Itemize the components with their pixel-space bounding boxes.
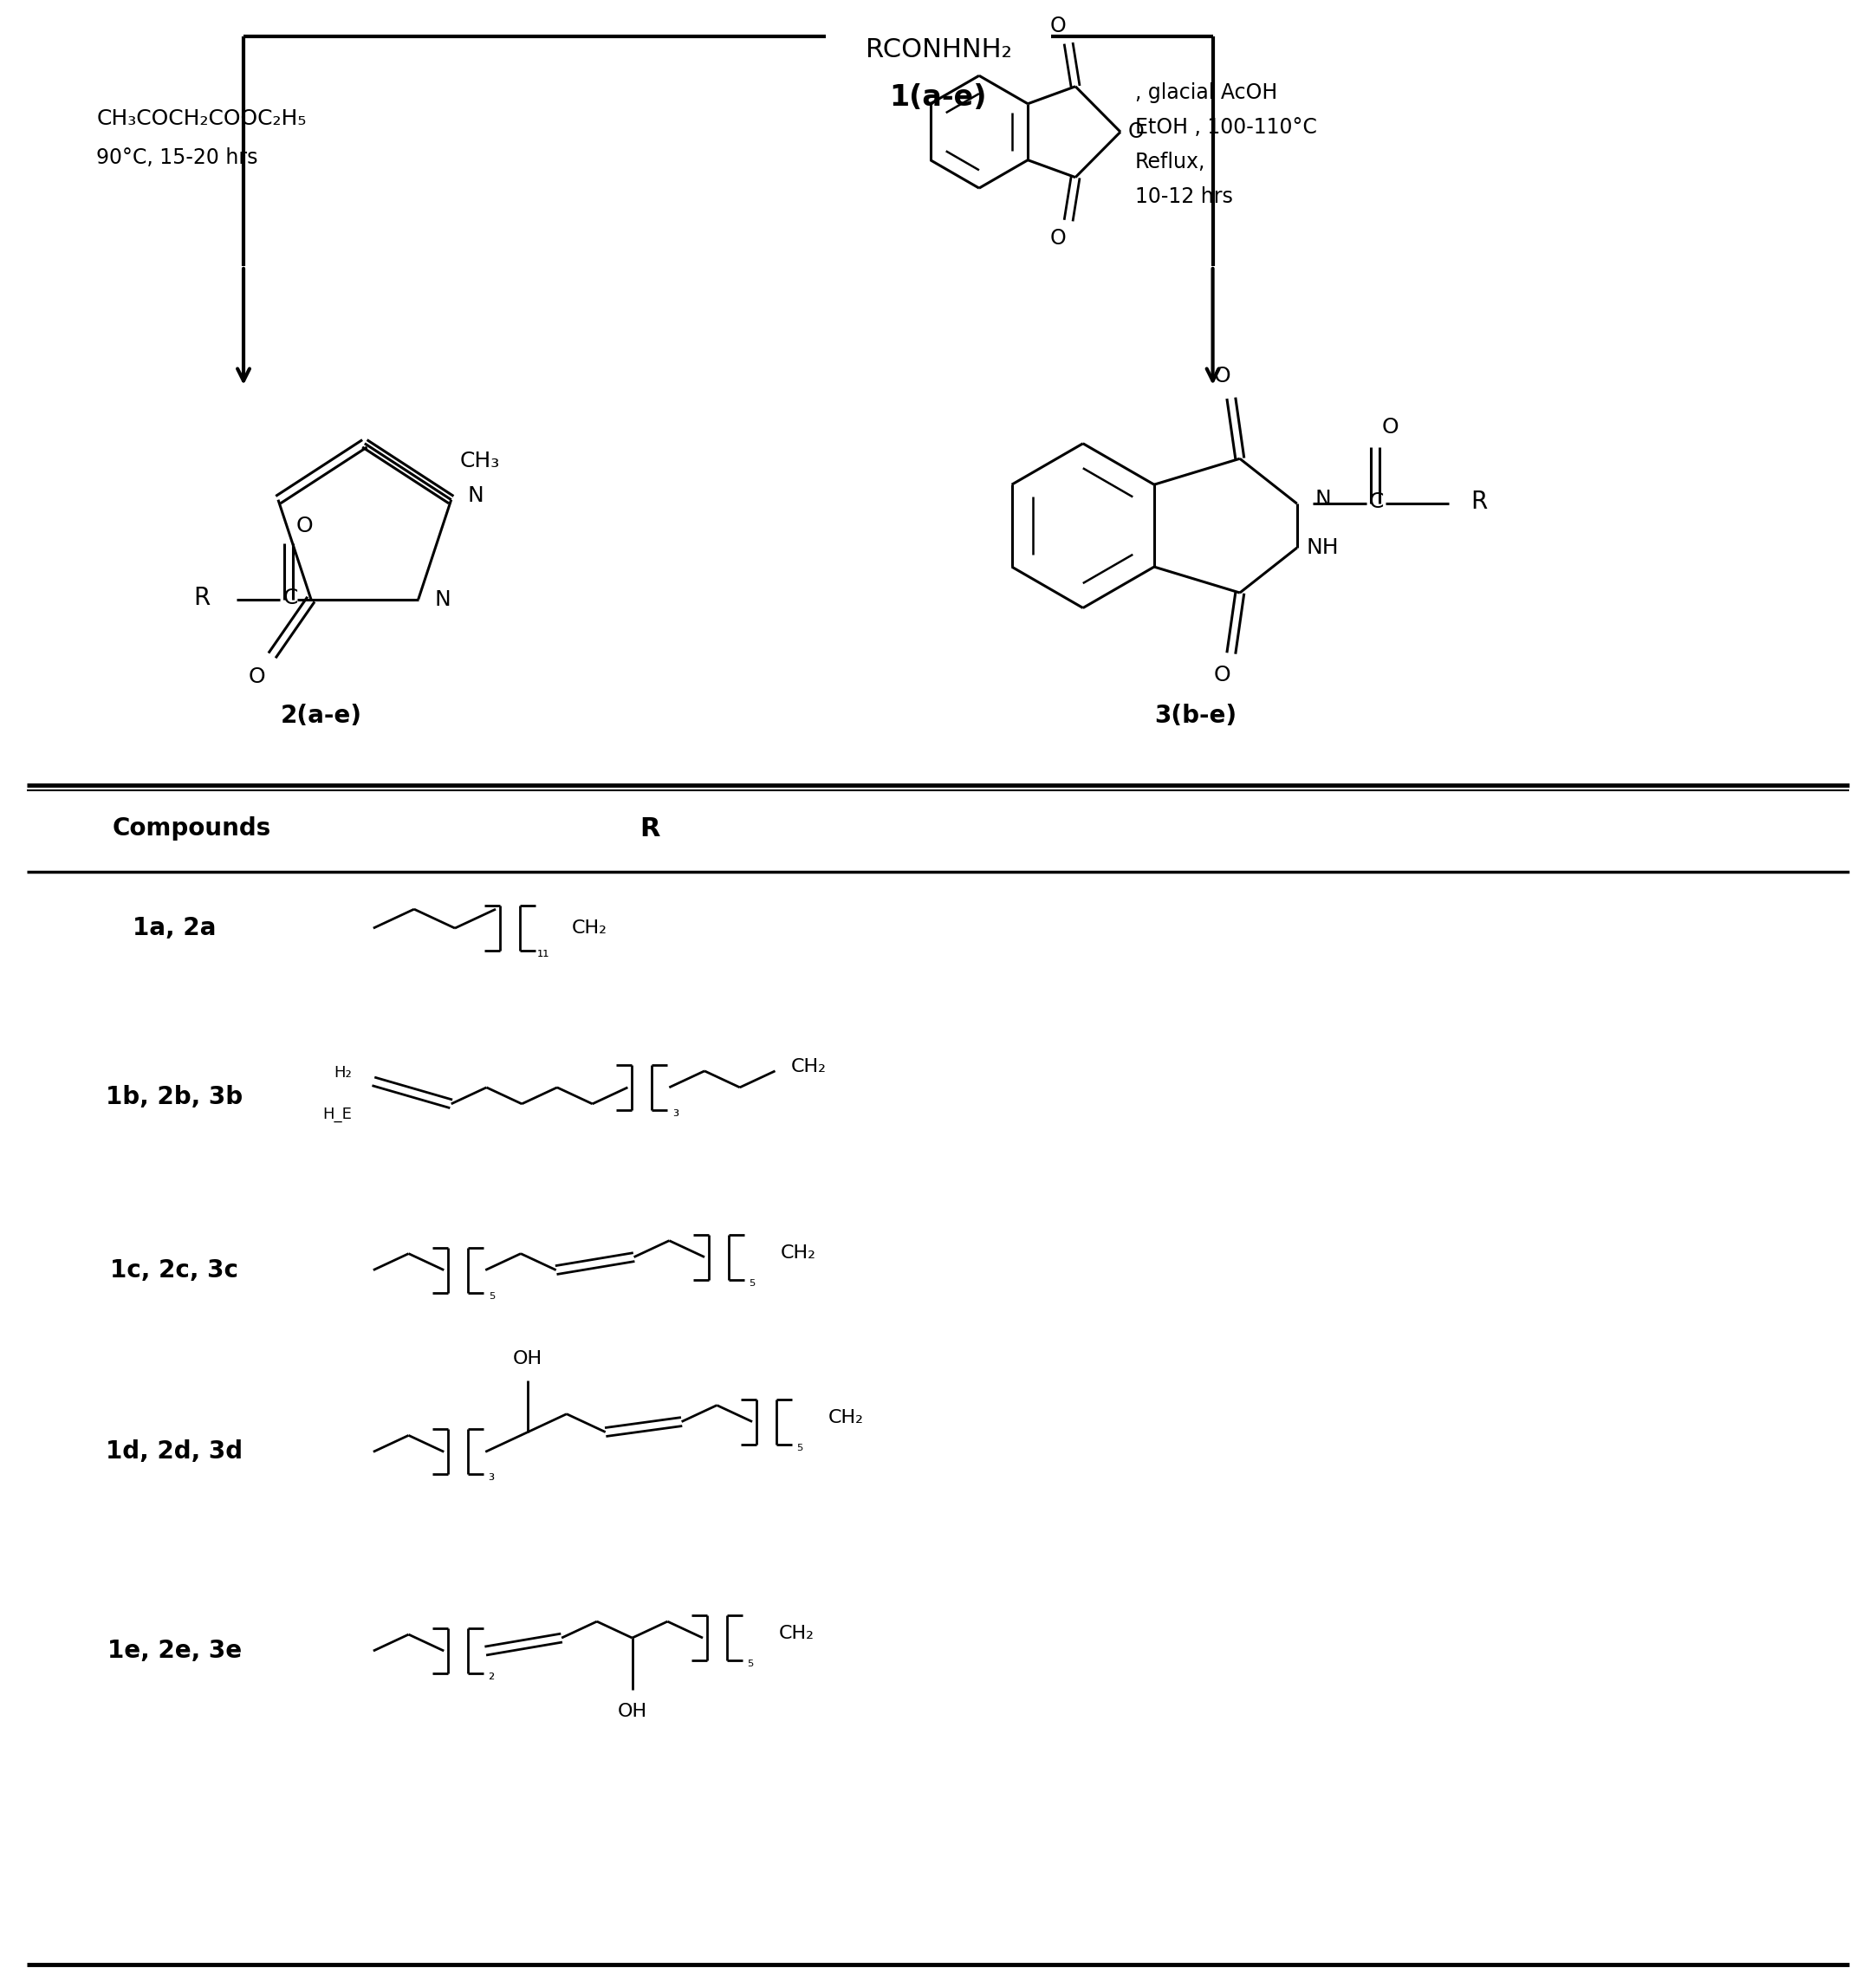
Text: 2(a-e): 2(a-e) (281, 703, 362, 729)
Text: ₅: ₅ (749, 1274, 756, 1290)
Text: EtOH , 100-110°C: EtOH , 100-110°C (1135, 117, 1317, 139)
Text: ₃: ₃ (672, 1103, 679, 1119)
Text: ₃: ₃ (488, 1468, 495, 1484)
Text: N: N (1315, 489, 1332, 509)
Text: CH₂: CH₂ (779, 1624, 814, 1642)
Text: O: O (1383, 418, 1399, 438)
Text: ₁₁: ₁₁ (537, 945, 550, 961)
Text: N: N (435, 588, 450, 610)
Text: Compounds: Compounds (113, 816, 270, 840)
Text: C: C (1369, 491, 1384, 513)
Text: O: O (1214, 366, 1231, 386)
Text: O: O (248, 668, 265, 687)
Text: CH₂: CH₂ (829, 1408, 863, 1426)
Text: NH: NH (1306, 537, 1339, 559)
Text: O: O (1127, 121, 1144, 143)
Text: CH₂: CH₂ (572, 919, 608, 937)
Text: ₅: ₅ (488, 1286, 495, 1302)
Text: 1b, 2b, 3b: 1b, 2b, 3b (105, 1086, 242, 1109)
Text: O: O (1214, 664, 1231, 685)
Text: CH₃: CH₃ (460, 450, 499, 471)
Text: H₂: H₂ (334, 1066, 351, 1080)
Text: ₅: ₅ (747, 1654, 754, 1670)
Text: R: R (640, 816, 660, 842)
Text: 1d, 2d, 3d: 1d, 2d, 3d (105, 1440, 242, 1464)
Text: 1(a-e): 1(a-e) (889, 83, 987, 111)
Text: OH: OH (512, 1349, 542, 1367)
Text: R: R (1471, 489, 1488, 513)
Text: ₂: ₂ (488, 1668, 495, 1684)
Text: C: C (283, 586, 298, 608)
Text: CH₂: CH₂ (780, 1244, 816, 1262)
Text: O: O (1051, 228, 1066, 248)
Text: 10-12 hrs: 10-12 hrs (1135, 186, 1233, 208)
Text: 90°C, 15-20 hrs: 90°C, 15-20 hrs (96, 147, 259, 168)
Text: RCONHNH₂: RCONHNH₂ (865, 38, 1011, 61)
Text: R: R (193, 586, 210, 610)
Text: O: O (1051, 16, 1066, 36)
Text: O: O (296, 515, 313, 537)
Text: ₅: ₅ (797, 1438, 803, 1454)
Text: 1c, 2c, 3c: 1c, 2c, 3c (111, 1258, 238, 1282)
Text: 1e, 2e, 3e: 1e, 2e, 3e (107, 1638, 242, 1662)
Text: N: N (467, 485, 484, 505)
Text: , glacial AcOH: , glacial AcOH (1135, 83, 1278, 103)
Text: 1a, 2a: 1a, 2a (133, 915, 216, 941)
Text: 3(b-e): 3(b-e) (1154, 703, 1236, 729)
Text: H_E: H_E (323, 1107, 351, 1121)
Text: OH: OH (617, 1704, 647, 1720)
Text: Reflux,: Reflux, (1135, 153, 1206, 172)
Text: CH₃COCH₂COOC₂H₅: CH₃COCH₂COOC₂H₅ (96, 109, 306, 129)
Text: CH₂: CH₂ (790, 1058, 825, 1076)
